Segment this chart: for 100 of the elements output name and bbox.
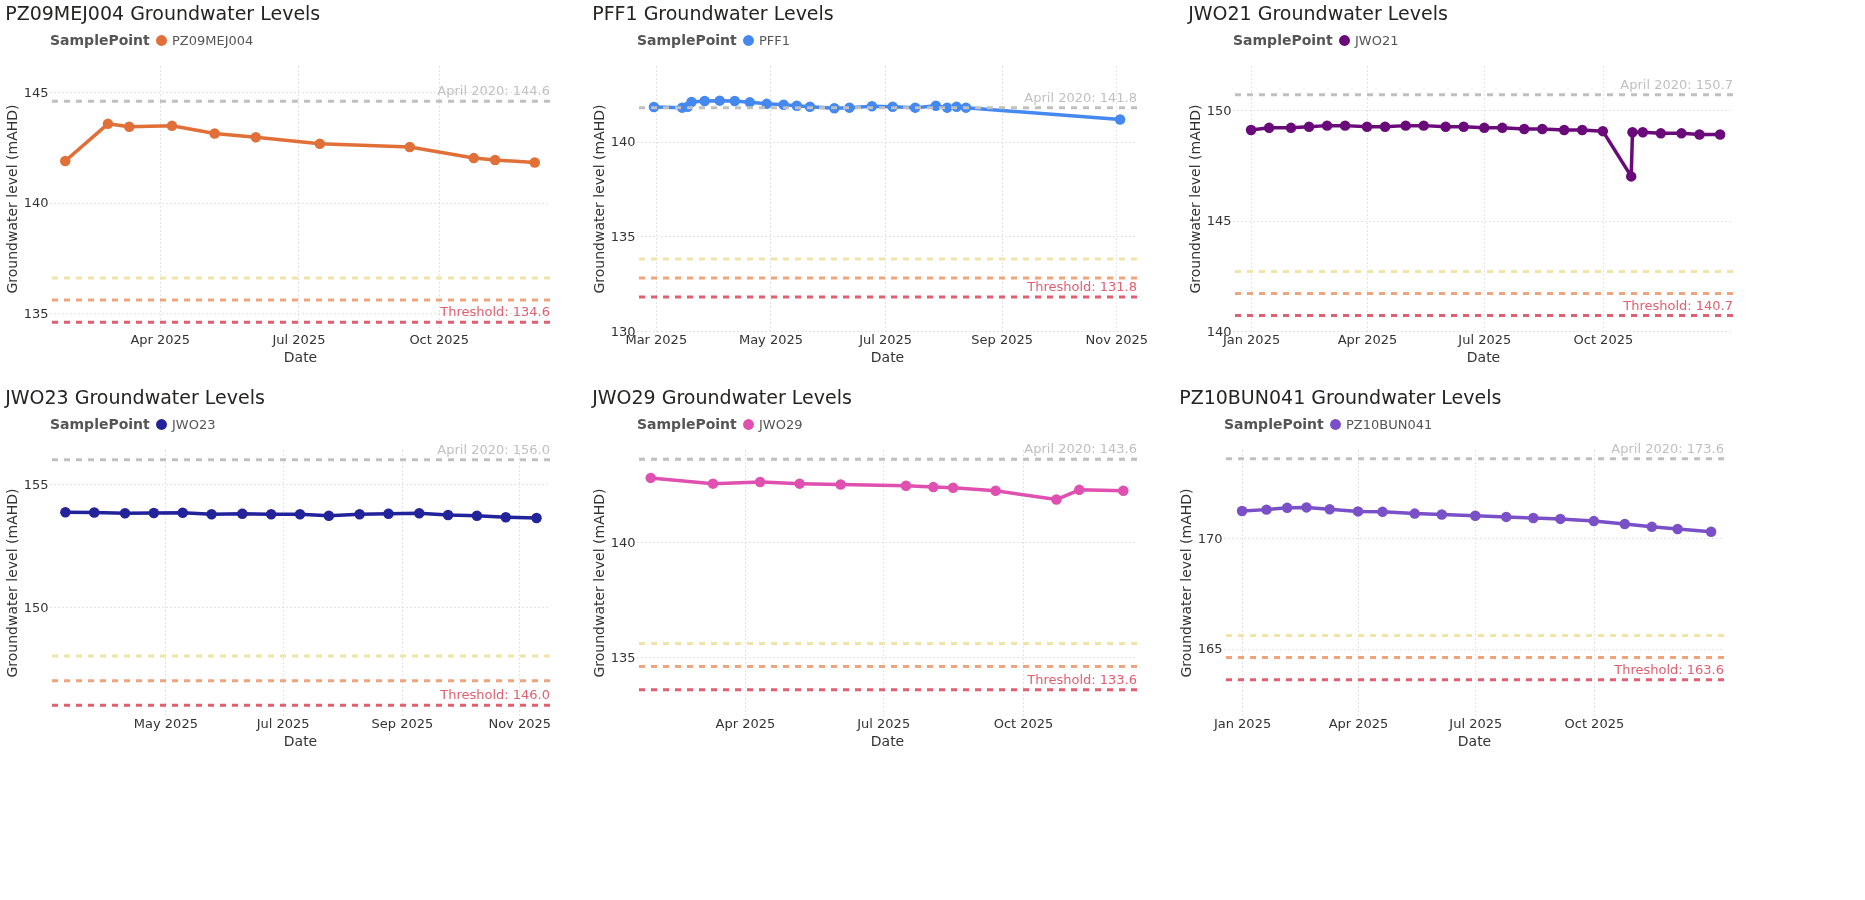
point [1281,502,1293,514]
x-axis-title: Date [283,348,318,365]
legend-label: JWO29 [758,416,803,432]
x-axis-title: Date [870,348,905,365]
x-tick-label: Apr 2025 [1328,715,1389,731]
x-tick-label: Apr 2025 [1337,331,1398,347]
point [1500,511,1512,523]
point [314,138,326,149]
y-axis-title: Groundwater level (mAHD) [590,104,607,294]
point [1418,120,1429,131]
point [1705,526,1717,537]
point [1646,521,1658,533]
point [124,121,135,132]
x-tick-label: Sep 2025 [971,331,1034,347]
y-tick-label: 135 [610,228,636,244]
y-axis-title: Groundwater level (mAHD) [1177,488,1194,678]
point [1377,506,1388,518]
x-tick-label: Apr 2025 [715,715,776,731]
point [1694,129,1705,140]
point [468,152,480,164]
x-tick-label: Jul 2025 [271,331,326,347]
ref-line-label: April 2020: 143.6 [1024,441,1137,457]
x-tick-label: Oct 2025 [1573,331,1634,347]
point [1379,121,1391,132]
point [1440,121,1451,132]
point [1576,124,1588,136]
y-axis-title: Groundwater level (mAHD) [1186,104,1203,294]
point [1301,502,1312,513]
y-tick-label: 135 [610,649,636,665]
point [754,476,766,488]
point [1558,124,1570,136]
point [761,98,772,110]
point [529,157,540,168]
legend-title: SamplePoint [1224,416,1325,432]
point [1597,125,1609,137]
chart-title: JWO21 Groundwater Levels [1187,2,1448,24]
y-tick-label: 150 [1206,102,1232,118]
point [1436,509,1448,520]
x-axis-title: Date [1457,732,1492,749]
ref-line-label: Threshold: 133.6 [1026,671,1137,687]
point [990,485,1001,497]
ref-line-label: April 2020: 141.8 [1024,89,1137,105]
point [686,96,697,108]
point [1324,503,1335,515]
point [404,141,415,153]
point [1118,485,1129,497]
y-axis-title: Groundwater level (mAHD) [3,104,20,294]
point [1245,124,1257,136]
chart-title: PZ10BUN041 Groundwater Levels [1179,386,1502,408]
point [1555,513,1566,525]
point [1261,504,1272,515]
x-tick-label: Oct 2025 [993,715,1054,731]
x-tick-label: May 2025 [133,715,198,731]
legend-title: SamplePoint [1233,32,1334,48]
point [1672,523,1683,535]
ref-line-label: Threshold: 140.7 [1622,297,1733,313]
point [1339,120,1351,131]
ref-line-label: April 2020: 156.0 [437,441,550,457]
chart-title: PZ09MEJ004 Groundwater Levels [5,2,321,24]
legend-title: SamplePoint [50,416,151,432]
ref-line-label: April 2020: 150.7 [1620,76,1733,92]
ref-line-label: April 2020: 173.6 [1611,440,1724,456]
x-tick-label: Sep 2025 [371,715,434,731]
y-tick-label: 165 [1197,641,1223,657]
point [166,120,178,132]
point [1321,120,1333,131]
x-tick-label: Nov 2025 [1085,331,1149,347]
point [1285,122,1297,134]
y-axis-title: Groundwater level (mAHD) [3,488,20,678]
x-tick-label: Jul 2025 [1448,715,1503,731]
y-tick-label: 170 [1197,530,1223,546]
point [1361,121,1373,132]
point [1352,506,1364,517]
ref-line-label: Threshold: 146.0 [439,687,550,703]
point [1588,515,1600,527]
y-tick-label: 145 [1206,213,1232,229]
y-axis-title: Groundwater level (mAHD) [590,488,607,678]
legend-label: PFF1 [759,32,791,48]
point [60,155,71,167]
y-tick-label: 145 [23,85,49,100]
y-tick-label: 155 [23,476,49,492]
x-tick-label: Jan 2025 [1212,715,1272,731]
point [794,478,805,489]
y-tick-label: 140 [23,195,49,211]
legend-title: SamplePoint [637,32,738,48]
point [1074,484,1085,496]
point [699,95,710,107]
x-tick-label: Oct 2025 [1564,715,1625,731]
point [947,482,959,494]
point [1263,122,1275,134]
point [1627,127,1638,138]
chart-title: JWO23 Groundwater Levels [4,386,265,408]
legend-title: SamplePoint [50,32,151,48]
point [1479,122,1490,134]
point [1236,505,1248,517]
legend-label: JWO23 [171,416,216,432]
x-tick-label: May 2025 [738,331,804,347]
chart-title: JWO29 Groundwater Levels [591,386,852,408]
y-tick-label: 140 [610,534,636,550]
x-tick-label: Jul 2025 [858,331,913,347]
